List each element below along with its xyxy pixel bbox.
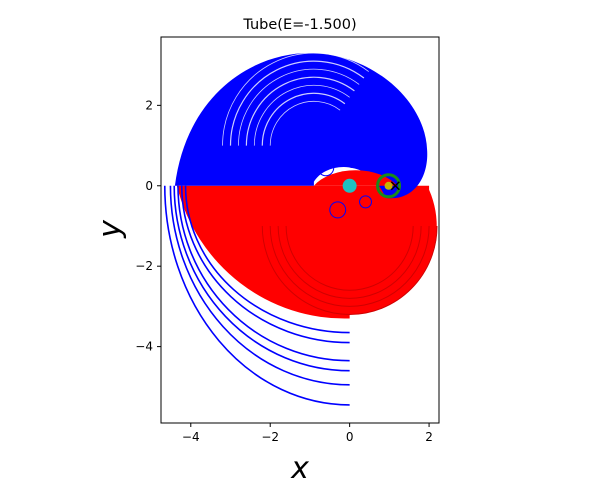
blue-loop [365,153,382,170]
markers [342,173,402,199]
x-tick-label: −4 [182,430,200,444]
y-axis-ticks: 2 0 −2 −4 [135,98,161,354]
blue-orbit-line [173,185,350,372]
blue-orbit-gap [253,84,350,146]
blue-loop [359,195,372,209]
y-tick-label: −4 [135,340,153,354]
blue-orbit-line [184,185,350,334]
x-axis-label: x [290,451,309,486]
red-orbit-line [269,225,430,307]
red-orbit-line [277,225,422,299]
x-tick-label: 0 [346,430,354,444]
blue-orbit-region [174,53,428,199]
y-axis-label: y [93,219,128,239]
blue-orbit-line [169,185,350,386]
y-tick-label: 2 [145,98,153,112]
blue-orbit-gap [245,76,355,146]
blue-loop [317,159,335,177]
lagrange-point-marker [390,181,400,191]
blue-orbit-gap [222,52,369,146]
small-body-ring [376,173,402,199]
x-axis-ticks: −4 −2 0 2 [182,423,433,444]
x-tick-label: −2 [261,430,279,444]
blue-loop [343,147,365,169]
blue-orbit-gap [261,92,346,146]
red-orbit-line [261,225,438,315]
blue-orbit-line [180,185,350,344]
x-tick-label: 2 [425,430,433,444]
chart-title: Tube(E=-1.500) [242,17,356,33]
blue-orbit-gap [229,60,365,146]
blue-orbit-line [177,185,350,362]
blue-loop [329,201,347,219]
y-tick-label: −2 [135,259,153,273]
blue-orbit-line [163,185,350,406]
large-body-marker [342,178,357,193]
red-orbit-region [176,185,437,319]
axes-frame [160,36,440,424]
red-orbit-line [285,225,414,291]
y-tick-label: 0 [145,179,153,193]
orbit-lines [163,52,438,406]
small-body-marker [384,181,393,190]
blue-orbit-gap [238,68,360,146]
blue-orbit-gap [269,100,341,146]
plot-area [163,52,438,406]
red-inner-lobe [313,170,398,186]
